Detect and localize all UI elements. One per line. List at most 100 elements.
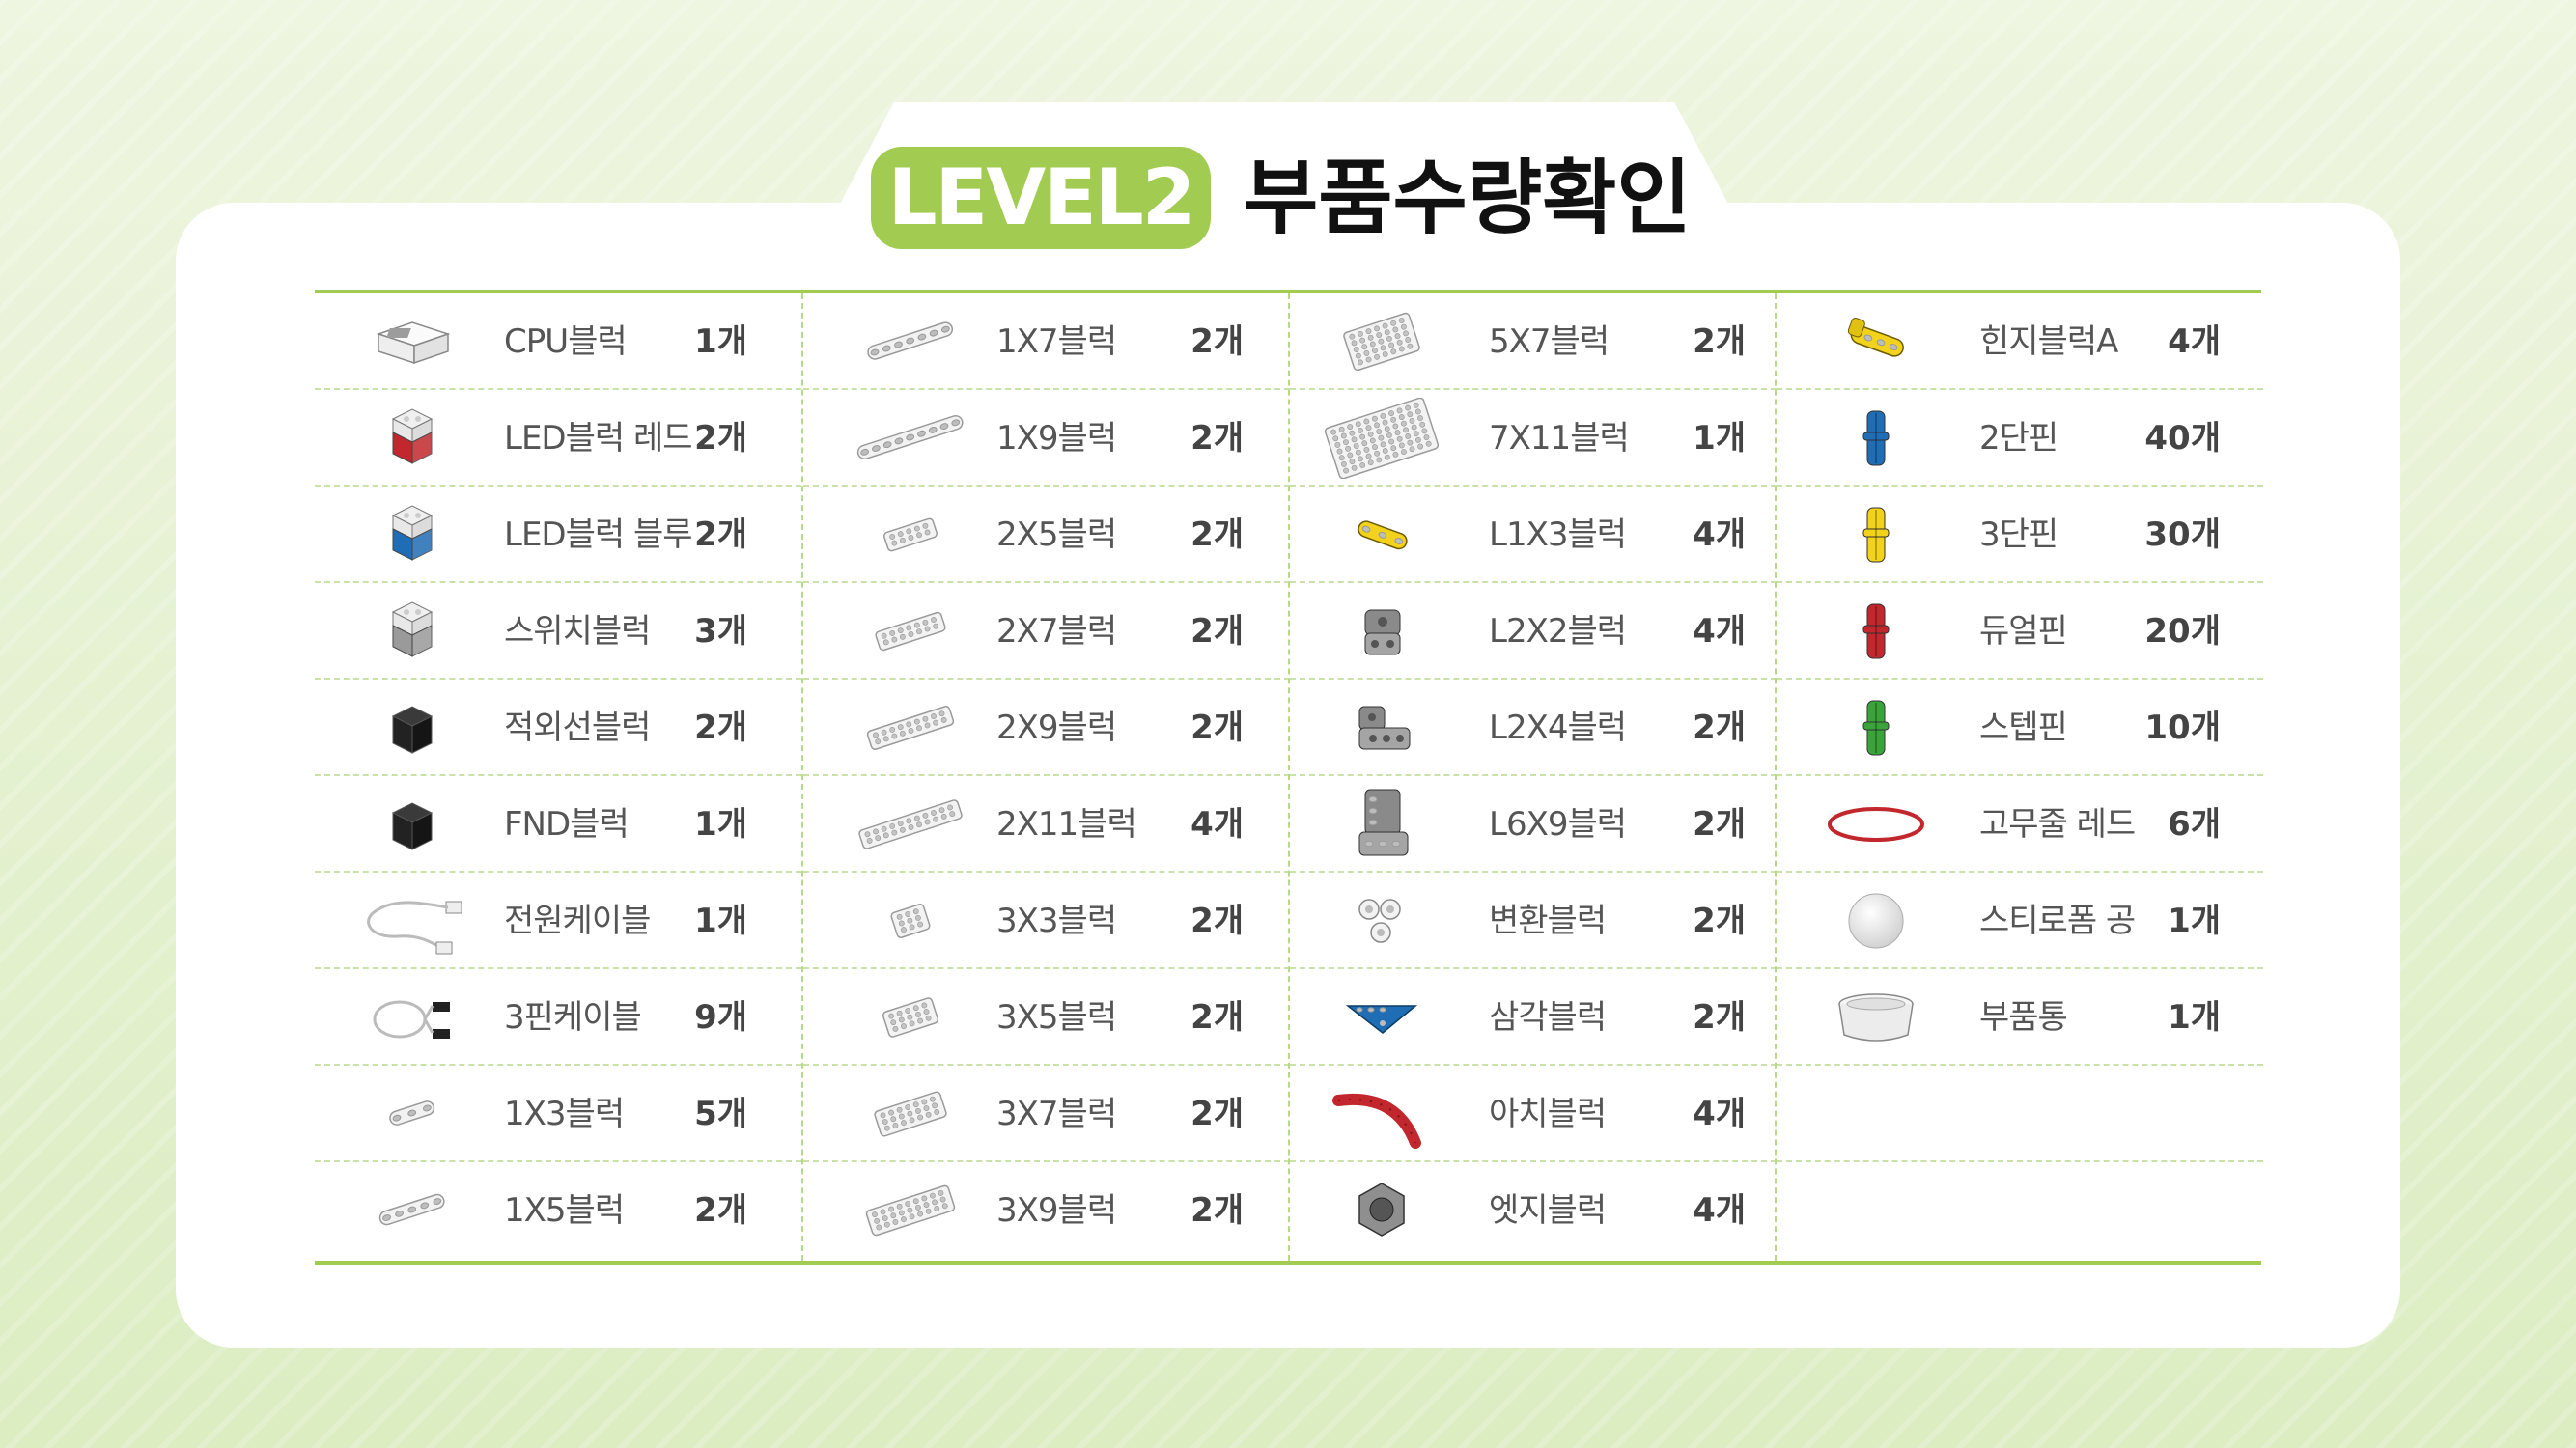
red-rubber-band-icon xyxy=(1804,784,1948,865)
part-name: 7X11블럭 xyxy=(1489,419,1630,458)
part-row: 3X3블럭 2개 xyxy=(803,873,1290,969)
part-quantity: 2개 xyxy=(694,515,747,554)
part-quantity: 2개 xyxy=(1190,902,1244,940)
part-quantity: 2개 xyxy=(1693,998,1746,1037)
part-quantity: 2개 xyxy=(1190,1095,1244,1133)
part-name: CPU블럭 xyxy=(504,322,628,361)
part-row: 스텝핀 10개 xyxy=(1777,680,2263,776)
part-row: CPU블럭 1개 xyxy=(315,293,801,390)
converter-block-icon xyxy=(1309,880,1454,961)
switch-block-icon xyxy=(340,591,485,672)
part-row: 전원케이블 1개 xyxy=(315,873,801,969)
gray-l2x2-icon xyxy=(1309,591,1454,672)
part-quantity: 2개 xyxy=(1190,322,1244,361)
gray-l2x4-icon xyxy=(1309,687,1454,768)
part-quantity: 1개 xyxy=(2168,902,2221,940)
beam-1x9-icon xyxy=(838,398,983,479)
plate-5x7-icon xyxy=(1309,301,1454,382)
part-row: 7X11블럭 1개 xyxy=(1290,390,1777,487)
part-row: L2X4블럭 2개 xyxy=(1290,680,1777,776)
parts-container-icon xyxy=(1804,977,1948,1058)
part-name: LED블럭 레드 xyxy=(504,419,693,458)
part-name: 1X9블럭 xyxy=(996,419,1117,458)
part-row: 2X11블럭 4개 xyxy=(803,776,1290,873)
part-name: 2단핀 xyxy=(1979,419,2058,458)
part-row: 적외선블럭 2개 xyxy=(315,680,801,776)
part-name: L6X9블럭 xyxy=(1489,805,1627,844)
part-quantity: 1개 xyxy=(694,805,747,844)
part-row: 변환블럭 2개 xyxy=(1290,873,1777,969)
part-name: 스티로폼 공 xyxy=(1979,902,2136,940)
parts-column: 힌지블럭A 4개 2단핀 40개 3단핀 30개 듀얼핀 20개 스텝핀 10개 고무줄 레… xyxy=(1775,293,2263,1261)
part-quantity: 2개 xyxy=(694,1191,747,1230)
part-name: 스텝핀 xyxy=(1979,709,2068,747)
cpu-block-icon xyxy=(340,301,485,382)
part-name: 변환블럭 xyxy=(1489,902,1607,940)
power-cable-icon xyxy=(340,880,485,961)
part-quantity: 1개 xyxy=(694,322,747,361)
gray-hex-block-icon xyxy=(1309,1170,1454,1251)
plate-7x11-icon xyxy=(1309,398,1454,479)
part-name: 아치블럭 xyxy=(1489,1095,1607,1133)
part-row: L6X9블럭 2개 xyxy=(1290,776,1777,873)
part-row: 3단핀 30개 xyxy=(1777,487,2263,583)
yellow-hinge-block-icon xyxy=(1804,301,1948,382)
part-name: 전원케이블 xyxy=(504,902,651,940)
three-pin-cable-icon xyxy=(340,977,485,1058)
part-quantity: 2개 xyxy=(1693,709,1746,747)
part-quantity: 1개 xyxy=(1693,419,1746,458)
part-row: 3X7블럭 2개 xyxy=(803,1066,1290,1162)
part-quantity: 2개 xyxy=(1693,902,1746,940)
red-dual-pin-icon xyxy=(1804,591,1948,672)
yellow-l1x3-icon xyxy=(1309,494,1454,575)
plate-3x5-icon xyxy=(838,977,983,1058)
part-name: 5X7블럭 xyxy=(1489,322,1610,361)
plate-2x9-icon xyxy=(838,687,983,768)
part-quantity: 5개 xyxy=(694,1095,747,1133)
part-row: 1X5블럭 2개 xyxy=(315,1162,801,1259)
part-row: 스위치블럭 3개 xyxy=(315,583,801,680)
part-row: 3X5블럭 2개 xyxy=(803,969,1290,1066)
part-quantity: 4개 xyxy=(1190,805,1244,844)
part-row: L2X2블럭 4개 xyxy=(1290,583,1777,680)
part-quantity: 4개 xyxy=(2168,322,2221,361)
page-title: 부품수량확인 xyxy=(1244,151,1692,245)
part-name: 삼각블럭 xyxy=(1489,998,1607,1037)
part-row: 5X7블럭 2개 xyxy=(1290,293,1777,390)
blue-triangle-block-icon xyxy=(1309,977,1454,1058)
part-name: 부품통 xyxy=(1979,998,2068,1037)
part-row: 엣지블럭 4개 xyxy=(1290,1162,1777,1259)
part-name: 2X9블럭 xyxy=(996,709,1117,747)
part-name: L2X4블럭 xyxy=(1489,709,1627,747)
part-quantity: 2개 xyxy=(1190,515,1244,554)
part-name: 엣지블럭 xyxy=(1489,1191,1607,1230)
part-row: 듀얼핀 20개 xyxy=(1777,583,2263,680)
plate-3x7-icon xyxy=(838,1073,983,1155)
part-name: 듀얼핀 xyxy=(1979,612,2068,651)
part-row: L1X3블럭 4개 xyxy=(1290,487,1777,583)
empty-row xyxy=(1777,1162,2263,1259)
part-name: 고무줄 레드 xyxy=(1979,805,2136,844)
part-name: 1X3블럭 xyxy=(504,1095,625,1133)
infrared-block-icon xyxy=(340,687,485,768)
part-row: 1X3블럭 5개 xyxy=(315,1066,801,1162)
fnd-block-icon xyxy=(340,784,485,865)
part-quantity: 2개 xyxy=(1190,612,1244,651)
part-quantity: 2개 xyxy=(1190,1191,1244,1230)
part-name: 3X5블럭 xyxy=(996,998,1117,1037)
part-quantity: 1개 xyxy=(2168,998,2221,1037)
parts-table: CPU블럭 1개 LED블럭 레드 2개 LED블럭 블루 2개 스위치블럭 3개 xyxy=(315,290,2263,1265)
blue-2-stage-pin-icon xyxy=(1804,398,1948,479)
part-quantity: 2개 xyxy=(1190,709,1244,747)
part-quantity: 1개 xyxy=(694,902,747,940)
empty-row xyxy=(1777,1066,2263,1162)
part-row: 고무줄 레드 6개 xyxy=(1777,776,2263,873)
part-quantity: 30개 xyxy=(2144,515,2221,554)
part-row: 삼각블럭 2개 xyxy=(1290,969,1777,1066)
part-row: 1X7블럭 2개 xyxy=(803,293,1290,390)
part-quantity: 2개 xyxy=(1693,322,1746,361)
part-name: 스위치블럭 xyxy=(504,612,651,651)
part-quantity: 6개 xyxy=(2168,805,2221,844)
beam-1x5-icon xyxy=(340,1170,485,1251)
red-arch-block-icon xyxy=(1309,1073,1454,1155)
